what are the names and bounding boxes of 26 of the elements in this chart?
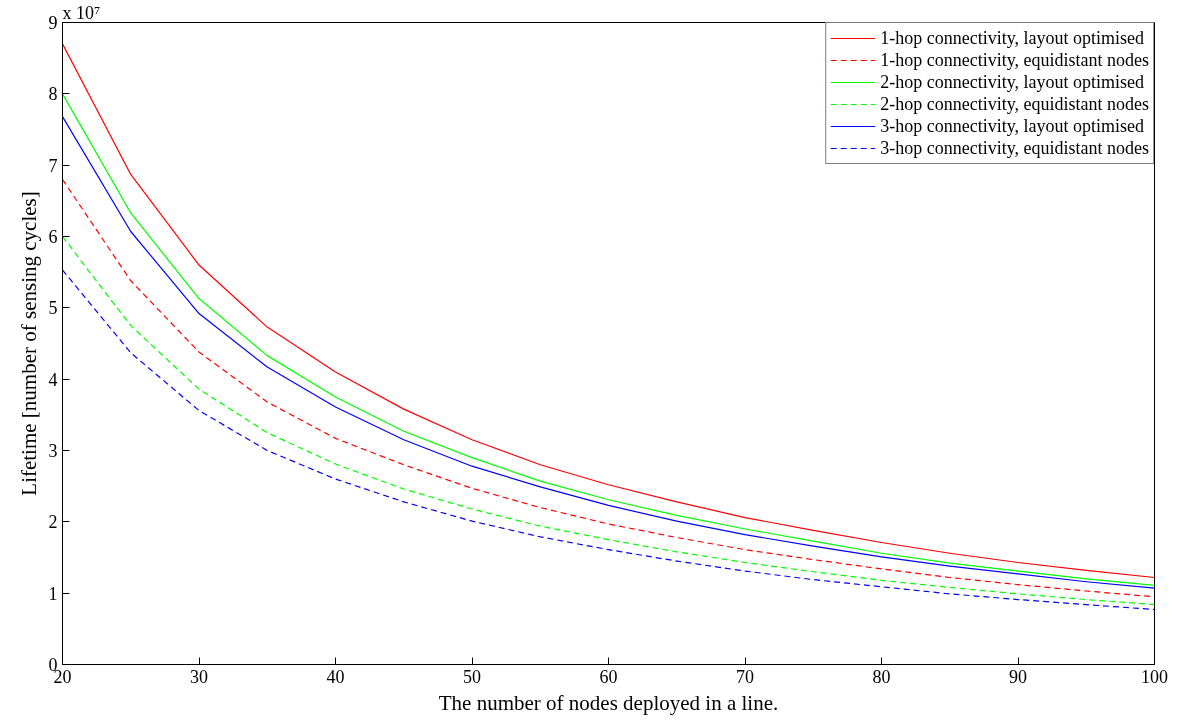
x-tick-label: 100 xyxy=(1141,666,1168,687)
x-tick-label: 90 xyxy=(1009,666,1027,687)
legend-label: 1-hop connectivity, equidistant nodes xyxy=(880,49,1149,71)
x-tick-label: 50 xyxy=(463,666,481,687)
y-tick-label: 4 xyxy=(48,369,58,390)
y-tick-label: 2 xyxy=(48,512,58,533)
x-tick-label: 70 xyxy=(736,666,754,687)
legend-label: 1-hop connectivity, layout optimised xyxy=(880,27,1145,49)
y-tick-label: 9 xyxy=(48,13,58,33)
y-tick-label: 3 xyxy=(48,441,58,461)
x-tick-label: 30 xyxy=(190,666,208,687)
legend-label: 3-hop connectivity, layout optimised xyxy=(880,115,1145,137)
x-tick-label: 80 xyxy=(872,666,891,687)
x-axis-title: The number of nodes deployed in a line. xyxy=(438,690,779,715)
y-tick-label: 5 xyxy=(48,298,58,319)
legend-label: 3-hop connectivity, equidistant nodes xyxy=(880,137,1149,159)
y-tick-label: 8 xyxy=(48,84,58,105)
legend-label: 2-hop connectivity, layout optimised xyxy=(880,71,1145,93)
y-axis-title: Lifetime [number of sensing cycles] xyxy=(16,191,41,496)
y-tick-label: 6 xyxy=(48,227,58,247)
y-tick-label: 7 xyxy=(48,155,58,176)
legend-label: 2-hop connectivity, equidistant nodes xyxy=(880,93,1149,115)
annotation: x 10⁷ xyxy=(62,2,101,23)
x-tick-label: 60 xyxy=(599,666,618,687)
y-tick-label: 1 xyxy=(48,583,58,604)
x-tick-label: 40 xyxy=(326,666,345,687)
